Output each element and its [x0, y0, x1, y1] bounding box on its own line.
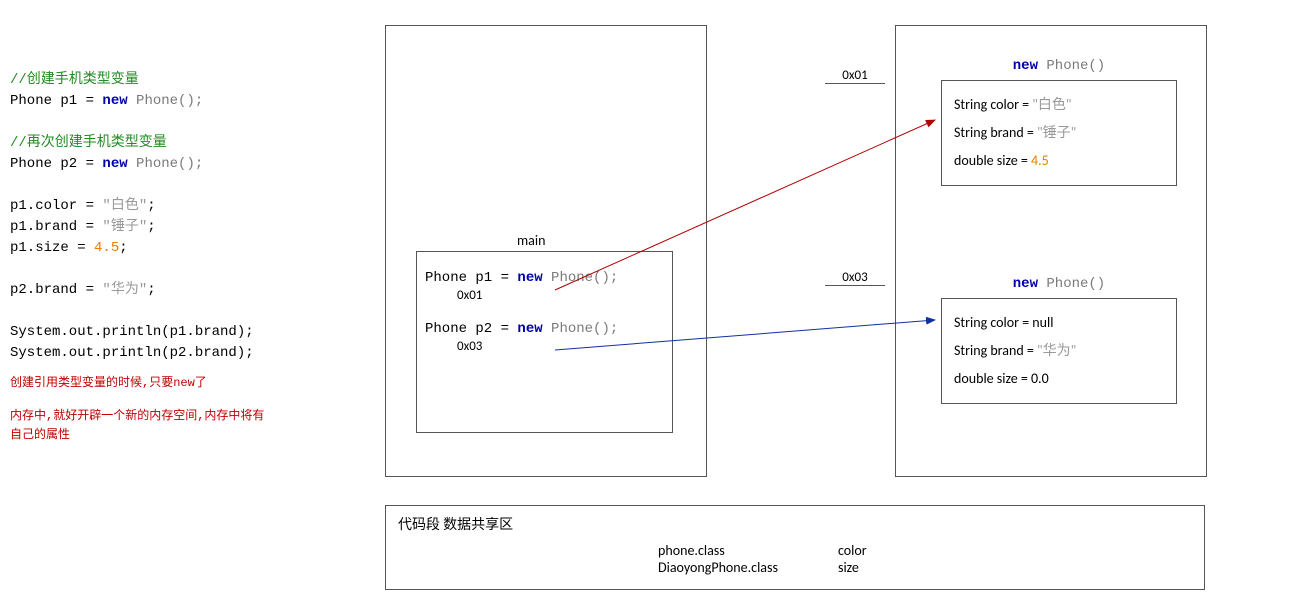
method-col: phone.class DiaoyongPhone.class	[658, 542, 778, 576]
obj-body: String color = null String brand = "华为" …	[941, 298, 1177, 404]
code-line: p1.brand = "锤子";	[10, 217, 350, 238]
code-call: Phone();	[128, 93, 204, 109]
keyword-new: new	[1013, 58, 1038, 74]
field-line: double size = 4.5	[954, 147, 1164, 175]
keyword-new: new	[517, 321, 542, 337]
obj-body: String color = "白色" String brand = "锤子" …	[941, 80, 1177, 186]
code-text: Phone p1 =	[10, 93, 102, 109]
note-text: 内存中,就好开辟一个新的内存空间,内存中将有自己的属性	[10, 407, 270, 445]
heap-addr-label: 0x03	[825, 270, 885, 286]
stack-addr: 0x03	[457, 339, 672, 354]
code-line: Phone p1 = new Phone();	[10, 91, 350, 112]
code-text: p1.size =	[10, 240, 94, 256]
main-label: main	[517, 232, 545, 249]
method-entry: phone.class	[658, 542, 778, 559]
heap-object: new Phone() String color = "白色" String b…	[941, 58, 1177, 186]
string-literal: "锤子"	[102, 219, 147, 235]
code-text: p2.brand =	[10, 282, 102, 298]
code-call: Phone();	[543, 270, 619, 286]
string-literal: "白色"	[1032, 96, 1071, 113]
number-literal: 4.5	[1031, 152, 1049, 169]
method-col: color size	[838, 542, 867, 576]
string-literal: "华为"	[102, 282, 147, 298]
method-area-cols: phone.class DiaoyongPhone.class color si…	[398, 542, 1192, 576]
code-comment: //创建手机类型变量	[10, 70, 350, 91]
code-text: p1.brand =	[10, 219, 102, 235]
semi: ;	[147, 219, 155, 235]
field-line: String brand = "锤子"	[954, 119, 1164, 147]
main-frame: main Phone p1 = new Phone(); 0x01 Phone …	[416, 251, 673, 433]
string-literal: "华为"	[1037, 342, 1076, 359]
heap-object: new Phone() String color = null String b…	[941, 276, 1177, 404]
keyword-new: new	[102, 93, 127, 109]
semi: ;	[119, 240, 127, 256]
code-panel: //创建手机类型变量 Phone p1 = new Phone(); //再次创…	[10, 70, 350, 446]
string-literal: "白色"	[102, 198, 147, 214]
field-line: String color = "白色"	[954, 91, 1164, 119]
method-area-title: 代码段 数据共享区	[398, 514, 1192, 534]
field-text: String brand =	[954, 342, 1037, 359]
method-area: 代码段 数据共享区 phone.class DiaoyongPhone.clas…	[385, 505, 1205, 590]
heap-region: new Phone() String color = "白色" String b…	[895, 25, 1207, 477]
field-line: String brand = "华为"	[954, 337, 1164, 365]
field-line: String color = null	[954, 309, 1164, 337]
code-text: p1.color =	[10, 198, 102, 214]
code-line: Phone p2 = new Phone();	[10, 154, 350, 175]
semi: ;	[147, 198, 155, 214]
method-entry: DiaoyongPhone.class	[658, 559, 778, 576]
stack-line: Phone p1 = new Phone();	[425, 270, 664, 286]
code-call: Phone()	[1038, 276, 1105, 292]
field-line: double size = 0.0	[954, 365, 1164, 393]
obj-header: new Phone()	[941, 276, 1177, 292]
field-text: String brand =	[954, 124, 1037, 141]
field-text: String color =	[954, 96, 1032, 113]
keyword-new: new	[1013, 276, 1038, 292]
code-text: Phone p1 =	[425, 270, 517, 286]
code-line: p1.size = 4.5;	[10, 238, 350, 259]
code-line: p2.brand = "华为";	[10, 280, 350, 301]
code-call: Phone();	[543, 321, 619, 337]
keyword-new: new	[517, 270, 542, 286]
field-text: double size =	[954, 152, 1031, 169]
number-literal: 4.5	[94, 240, 119, 256]
stack-line: Phone p2 = new Phone();	[425, 321, 664, 337]
code-line: System.out.println(p1.brand);	[10, 322, 350, 343]
string-literal: "锤子"	[1037, 124, 1076, 141]
code-text: Phone p2 =	[425, 321, 517, 337]
obj-header: new Phone()	[941, 58, 1177, 74]
code-line: System.out.println(p2.brand);	[10, 343, 350, 364]
method-entry: size	[838, 559, 867, 576]
stack-region: main Phone p1 = new Phone(); 0x01 Phone …	[385, 25, 707, 477]
note-text: 创建引用类型变量的时候,只要new了	[10, 374, 350, 393]
heap-addr-label: 0x01	[825, 68, 885, 84]
semi: ;	[147, 282, 155, 298]
code-call: Phone()	[1038, 58, 1105, 74]
code-call: Phone();	[128, 156, 204, 172]
stack-addr: 0x01	[457, 288, 672, 303]
code-text: Phone p2 =	[10, 156, 102, 172]
keyword-new: new	[102, 156, 127, 172]
code-line: p1.color = "白色";	[10, 196, 350, 217]
method-entry: color	[838, 542, 867, 559]
code-comment: //再次创建手机类型变量	[10, 133, 350, 154]
